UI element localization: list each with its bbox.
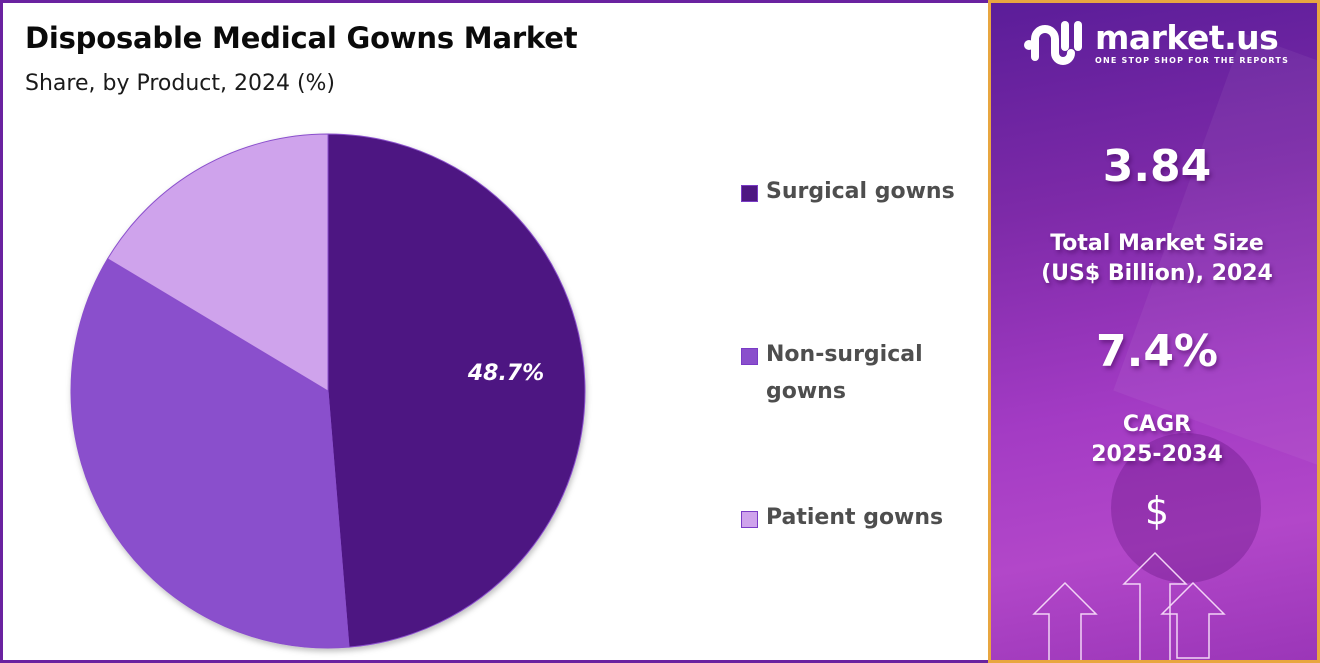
up-arrow-icon xyxy=(1122,551,1188,660)
legend-label-line1: Non-surgical xyxy=(766,342,923,367)
cagr-value: 7.4% xyxy=(1095,326,1219,377)
legend-label-line2: gowns xyxy=(766,379,846,404)
chart-panel: Disposable Medical Gowns Market Share, b… xyxy=(0,0,988,663)
legend-label: Surgical gowns xyxy=(766,179,955,204)
legend-swatch xyxy=(741,185,758,202)
legend-swatch xyxy=(741,348,758,365)
chart-title: Disposable Medical Gowns Market xyxy=(25,21,578,55)
dollar-icon: $ xyxy=(1144,489,1170,533)
market-us-logo-icon xyxy=(1024,21,1082,65)
market-size-value: 3.84 xyxy=(1102,141,1212,192)
brand-logo: market.us ONE STOP SHOP FOR THE REPORTS xyxy=(1023,17,1289,69)
cagr-label: CAGR 2025-2034 xyxy=(991,410,1317,470)
summary-panel: market.us ONE STOP SHOP FOR THE REPORTS … xyxy=(988,0,1320,663)
up-arrow-icon xyxy=(1032,581,1098,660)
legend-item-non-surgical-gowns: Non-surgical gowns xyxy=(741,342,981,410)
pie-slice-patient-gowns xyxy=(106,133,329,392)
market-size-label-line2: (US$ Billion), 2024 xyxy=(1041,261,1273,286)
market-size-label: Total Market Size (US$ Billion), 2024 xyxy=(991,229,1317,289)
growth-arrows-icon xyxy=(1032,551,1226,660)
cagr-label-line1: CAGR xyxy=(1122,412,1192,437)
logo-tagline: ONE STOP SHOP FOR THE REPORTS xyxy=(1095,56,1290,65)
pie-chart: 48.7% xyxy=(70,133,586,649)
slice-label-surgical: 48.7% xyxy=(467,361,544,386)
background-decoration xyxy=(1111,433,1261,583)
market-size-label-line1: Total Market Size xyxy=(1050,231,1264,256)
logo-name: market.us xyxy=(1095,18,1279,57)
legend-item-patient-gowns: Patient gowns xyxy=(741,505,981,536)
cagr-label-line2: 2025-2034 xyxy=(1091,442,1223,467)
legend-swatch xyxy=(741,511,758,528)
pie-slice-non-surgical-gowns xyxy=(70,258,350,649)
up-arrow-icon xyxy=(1160,581,1226,659)
legend-item-surgical-gowns: Surgical gowns xyxy=(741,179,981,210)
pie-slice-surgical-gowns xyxy=(327,133,586,648)
chart-subtitle: Share, by Product, 2024 (%) xyxy=(25,71,336,96)
legend-label: Patient gowns xyxy=(766,505,944,530)
legend-label: Non-surgical gowns xyxy=(766,336,923,410)
